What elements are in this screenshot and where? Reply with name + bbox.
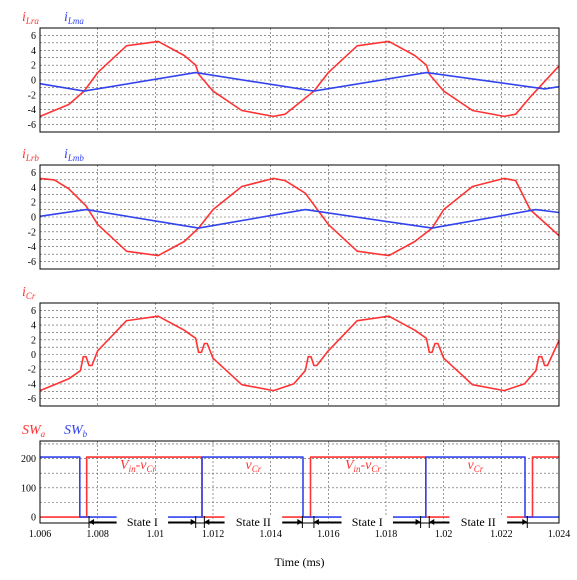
x-tick-label: 1.006 xyxy=(29,529,52,540)
y-tick-label: 6 xyxy=(31,31,36,42)
y-tick-label: 6 xyxy=(31,168,36,179)
y-tick-label: -2 xyxy=(28,365,36,376)
series-iLra xyxy=(39,40,560,118)
panel-2: 6 4 2 0 -2 -4 -6 iLrb iLmb xyxy=(22,147,560,270)
state-arrow-head xyxy=(89,519,95,525)
y-tick-label: -6 xyxy=(28,120,36,131)
x-tick-label: 1.008 xyxy=(86,529,109,540)
legend-subscript: Lrb xyxy=(25,153,40,163)
voltage-label-part: v xyxy=(245,458,252,473)
legend-iLma: iLma xyxy=(64,10,84,26)
panel-3: 6 4 2 0 -2 -4 -6 iCr xyxy=(22,285,560,407)
y-tick-label: 2 xyxy=(31,198,36,209)
state-arrow-head xyxy=(204,519,210,525)
voltage-label-subscript: Cr xyxy=(474,464,484,474)
x-tick-label: 1.018 xyxy=(375,529,398,540)
x-tick-label: 1.01 xyxy=(147,529,165,540)
x-tick-label: 1.02 xyxy=(435,529,453,540)
voltage-label-part: -v xyxy=(136,458,148,473)
plot-frame xyxy=(39,302,560,407)
legend-SWb: SWb xyxy=(64,423,88,439)
y-tick-label: -2 xyxy=(28,227,36,238)
voltage-label-part: V xyxy=(120,458,130,473)
voltage-label-part: v xyxy=(468,458,475,473)
state-label: State I xyxy=(127,515,158,529)
legend-subscript: a xyxy=(41,429,46,439)
legend-subscript: Lma xyxy=(67,16,85,26)
voltage-label: vCr xyxy=(245,458,261,474)
series-iLma xyxy=(39,71,560,92)
series-iCr xyxy=(39,315,560,392)
legend-SWa: SWa xyxy=(22,423,46,439)
state-label-bg xyxy=(116,515,169,529)
state-arrow-head xyxy=(190,519,196,525)
state-arrow-head xyxy=(522,519,528,525)
x-axis-label: Time (ms) xyxy=(275,555,325,569)
y-tick-label: 4 xyxy=(31,183,36,194)
x-tick-label: 1.014 xyxy=(259,529,282,540)
legend-iCr: iCr xyxy=(22,285,36,301)
y-tick-label: 2 xyxy=(31,335,36,346)
y-tick-label: -6 xyxy=(28,257,36,268)
panel-1: 6 4 2 0 -2 -4 -6 iLra iLma xyxy=(22,10,560,133)
state-arrow-head xyxy=(415,519,421,525)
y-tick-label: 0 xyxy=(31,213,36,224)
plot-frame xyxy=(39,164,560,270)
state-label: State II xyxy=(236,515,271,529)
y-tick-label: 0 xyxy=(31,350,36,361)
state-label-bg xyxy=(224,515,283,529)
voltage-label-subscript: in xyxy=(129,464,137,474)
state-arrow-head xyxy=(429,519,435,525)
state-label: State II xyxy=(461,515,496,529)
series-iLmb xyxy=(39,208,560,229)
state-arrow-head xyxy=(313,519,319,525)
x-tick-label: 1.024 xyxy=(548,529,571,540)
y-tick-label: 200 xyxy=(21,454,36,465)
y-tick-label: 100 xyxy=(21,483,36,494)
series-SWb xyxy=(40,456,559,518)
y-tick-label: -6 xyxy=(28,394,36,405)
legend-subscript: b xyxy=(83,429,88,439)
y-tick-label: -4 xyxy=(28,379,36,390)
voltage-label-subscript: Cr xyxy=(371,464,381,474)
voltage-label: Vin-vCr xyxy=(120,458,156,474)
x-tick-label: 1.012 xyxy=(202,529,225,540)
y-tick-label: 0 xyxy=(31,513,36,524)
x-tick-label: 1.022 xyxy=(490,529,513,540)
y-tick-label: -4 xyxy=(28,105,36,116)
legend-subscript: Cr xyxy=(26,291,36,301)
x-tick-label: 1.016 xyxy=(317,529,340,540)
series-iLrb xyxy=(39,177,560,257)
plot-area xyxy=(40,441,559,523)
y-tick-label: 0 xyxy=(31,76,36,87)
legend-iLrb: iLrb xyxy=(22,147,39,163)
voltage-label-part: V xyxy=(345,458,355,473)
state-label: State I xyxy=(352,515,383,529)
voltage-label: Vin-vCr xyxy=(345,458,381,474)
y-tick-label: -4 xyxy=(28,242,36,253)
voltage-label-subscript: in xyxy=(354,464,362,474)
voltage-label: vCr xyxy=(468,458,484,474)
y-tick-label: 4 xyxy=(31,46,36,57)
legend-subscript: Lra xyxy=(25,16,40,26)
y-tick-label: 2 xyxy=(31,61,36,72)
state-label-bg xyxy=(449,515,508,529)
state-label-bg xyxy=(341,515,393,529)
y-tick-label: 4 xyxy=(31,321,36,332)
voltage-label-subscript: Cr xyxy=(147,464,157,474)
legend-subscript: Lmb xyxy=(67,153,85,163)
y-tick-label: 6 xyxy=(31,306,36,317)
plot-frame xyxy=(39,27,560,133)
state-arrow-head xyxy=(297,519,303,525)
voltage-label-subscript: Cr xyxy=(252,464,262,474)
legend-iLmb: iLmb xyxy=(64,147,84,163)
y-tick-label: -2 xyxy=(28,90,36,101)
voltage-label-part: -v xyxy=(361,458,373,473)
legend-iLra: iLra xyxy=(22,10,39,26)
